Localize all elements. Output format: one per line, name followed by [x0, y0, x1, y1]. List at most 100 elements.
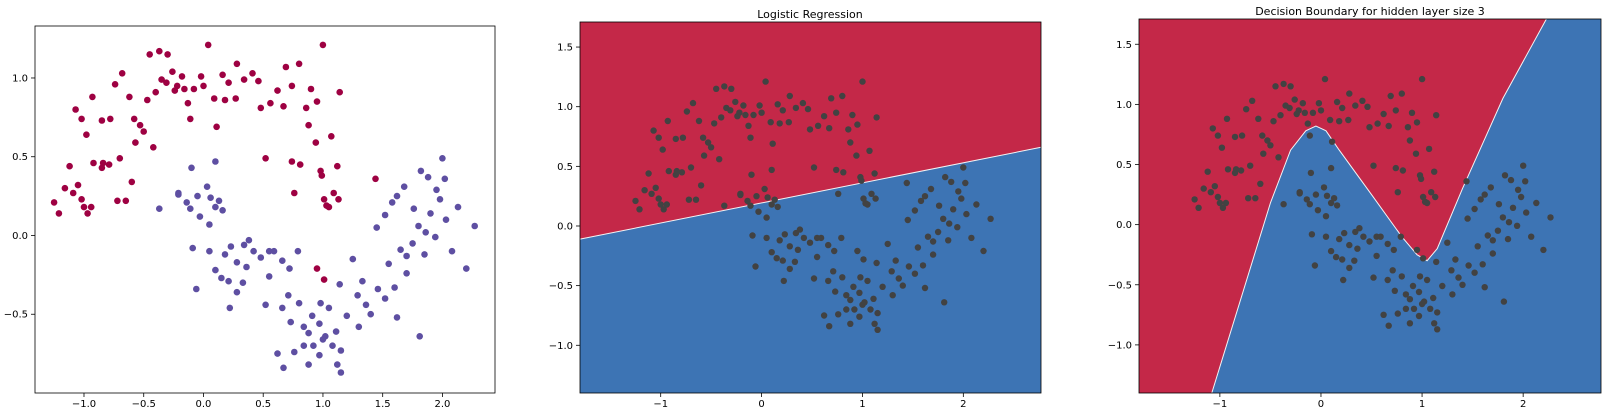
- data-point: [454, 203, 462, 211]
- data-point: [734, 113, 741, 120]
- data-point: [1423, 276, 1431, 284]
- data-point: [226, 304, 234, 312]
- data-point: [1366, 124, 1373, 131]
- data-point: [118, 70, 126, 77]
- data-point: [1346, 264, 1353, 272]
- data-point: [755, 208, 762, 215]
- data-point: [1398, 273, 1406, 280]
- data-point: [1267, 142, 1274, 149]
- data-point: [1255, 115, 1262, 123]
- data-point: [1500, 298, 1508, 305]
- data-point: [300, 342, 308, 350]
- decision-boundary: [579, 146, 1042, 240]
- data-point: [421, 251, 428, 258]
- data-point: [862, 200, 869, 207]
- data-point: [851, 306, 858, 313]
- data-point: [319, 336, 327, 343]
- data-point: [769, 140, 776, 147]
- data-point: [921, 193, 929, 200]
- data-point: [763, 214, 770, 221]
- data-point: [397, 246, 404, 253]
- data-point: [432, 233, 439, 241]
- data-point: [1402, 305, 1410, 312]
- data-point: [316, 320, 323, 328]
- data-point: [839, 92, 846, 100]
- data-point: [1507, 176, 1515, 184]
- data-point: [1449, 291, 1456, 298]
- data-point: [1499, 214, 1507, 221]
- data-point: [280, 364, 287, 372]
- data-point: [1336, 235, 1343, 243]
- data-point: [1415, 312, 1423, 320]
- data-point: [1471, 205, 1478, 213]
- data-point: [262, 155, 269, 162]
- data-point: [786, 265, 793, 273]
- data-point: [946, 220, 953, 227]
- data-point: [1340, 276, 1347, 284]
- data-point: [884, 240, 891, 248]
- data-point: [866, 147, 873, 154]
- data-point: [1270, 118, 1277, 125]
- data-point: [1389, 267, 1396, 274]
- data-point: [892, 257, 899, 264]
- data-point: [792, 104, 800, 112]
- data-point: [847, 296, 854, 304]
- scatter-points: [1191, 75, 1554, 333]
- data-point: [1412, 150, 1420, 157]
- x-tick-label: 1.0: [315, 399, 331, 410]
- data-point: [442, 216, 450, 223]
- data-point: [381, 295, 389, 302]
- data-point: [61, 184, 69, 192]
- data-point: [718, 114, 725, 121]
- data-point: [403, 252, 410, 260]
- data-point: [1398, 90, 1406, 97]
- data-point: [1418, 300, 1426, 308]
- data-point: [826, 125, 833, 132]
- data-point: [774, 203, 781, 211]
- data-point: [1481, 191, 1488, 198]
- x-tick-label: 1: [859, 399, 865, 410]
- data-point: [1394, 189, 1402, 196]
- data-point: [1448, 267, 1455, 274]
- data-point: [874, 326, 881, 333]
- data-point: [747, 202, 754, 209]
- data-point: [367, 310, 375, 318]
- data-point: [904, 216, 911, 224]
- data-point: [1370, 162, 1377, 169]
- data-point: [291, 348, 298, 356]
- data-point: [105, 161, 113, 168]
- data-point: [1339, 256, 1346, 263]
- data-point: [183, 199, 190, 206]
- data-point: [175, 191, 182, 198]
- data-point: [285, 292, 292, 299]
- data-point: [313, 265, 321, 272]
- data-point: [843, 306, 850, 313]
- data-point: [665, 167, 672, 175]
- data-point: [776, 120, 783, 127]
- data-point: [89, 93, 96, 101]
- data-point: [163, 79, 170, 86]
- data-point: [233, 60, 241, 68]
- data-point: [919, 262, 927, 269]
- y-tick-label: 0.0: [1116, 220, 1132, 231]
- data-point: [1311, 262, 1319, 269]
- data-point: [1287, 83, 1294, 90]
- data-point: [194, 192, 201, 200]
- data-point: [655, 195, 662, 202]
- x-tick-label: 0.0: [196, 399, 212, 410]
- data-point: [410, 205, 418, 212]
- scatter-points: [632, 78, 994, 333]
- data-point: [1191, 196, 1198, 203]
- data-point: [221, 251, 229, 258]
- data-point: [768, 166, 775, 174]
- data-point: [857, 274, 864, 281]
- data-point: [899, 282, 906, 289]
- data-point: [1415, 288, 1423, 296]
- data-point: [1418, 75, 1426, 83]
- data-point: [955, 188, 962, 195]
- data-point: [239, 279, 247, 287]
- data-point: [1385, 322, 1392, 329]
- y-tick-label: −1.0: [549, 341, 573, 352]
- data-point: [334, 361, 341, 368]
- x-tick-label: 0: [1318, 399, 1324, 410]
